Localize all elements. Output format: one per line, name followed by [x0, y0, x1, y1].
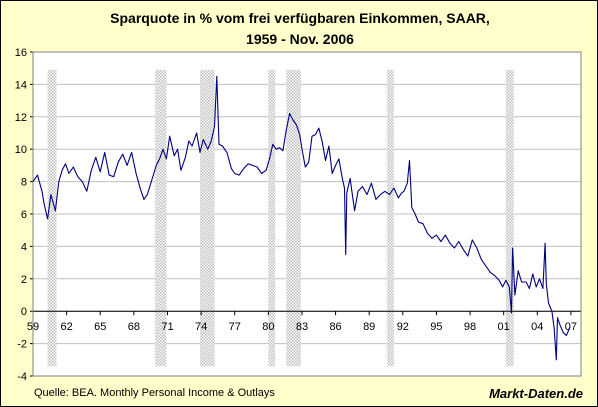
x-tick-label: 92 [397, 321, 409, 333]
x-tick-label: 07 [565, 321, 577, 333]
y-tick-label: -4 [17, 371, 27, 383]
x-tick-label: 77 [229, 321, 241, 333]
source-note: Quelle: BEA. Monthly Personal Income & O… [34, 387, 275, 399]
x-tick-label: 04 [531, 321, 543, 333]
y-tick-label: -2 [17, 339, 27, 351]
recession-band [387, 69, 394, 367]
savings-rate-line [32, 75, 571, 361]
x-tick-label: 71 [161, 321, 173, 333]
recession-band [155, 69, 167, 367]
recession-band [286, 69, 301, 367]
x-tick-label: 98 [464, 321, 476, 333]
recession-band [47, 69, 57, 367]
plot-border [32, 51, 582, 377]
x-tick-label: 95 [430, 321, 442, 333]
x-tick-label: 83 [296, 321, 308, 333]
y-tick-label: 0 [21, 306, 27, 318]
x-tick-label: 65 [94, 321, 106, 333]
recession-band [199, 69, 215, 367]
recession-band [505, 69, 514, 367]
x-tick-label: 74 [195, 321, 207, 333]
x-tick-label: 68 [128, 321, 140, 333]
x-tick-label: 89 [363, 321, 375, 333]
x-tick-label: 86 [329, 321, 341, 333]
y-tick-label: 10 [15, 144, 27, 156]
chart-title-line2: 1959 - Nov. 2006 [246, 31, 354, 47]
y-tick-label: 6 [21, 209, 27, 221]
y-tick-label: 8 [21, 177, 27, 189]
x-tick-label: 01 [498, 321, 510, 333]
y-tick-label: 4 [21, 241, 27, 253]
y-tick-label: 2 [21, 274, 27, 286]
x-tick-label: 80 [262, 321, 274, 333]
y-tick-label: 16 [15, 47, 27, 59]
brand-label: Markt-Daten.de [489, 386, 583, 401]
chart-title-line1: Sparquote in % vom frei verfügbaren Eink… [110, 10, 490, 26]
recession-band [268, 69, 276, 367]
y-tick-label: 12 [15, 112, 27, 124]
y-tick-label: 14 [15, 79, 27, 91]
x-tick-label: 62 [60, 321, 72, 333]
